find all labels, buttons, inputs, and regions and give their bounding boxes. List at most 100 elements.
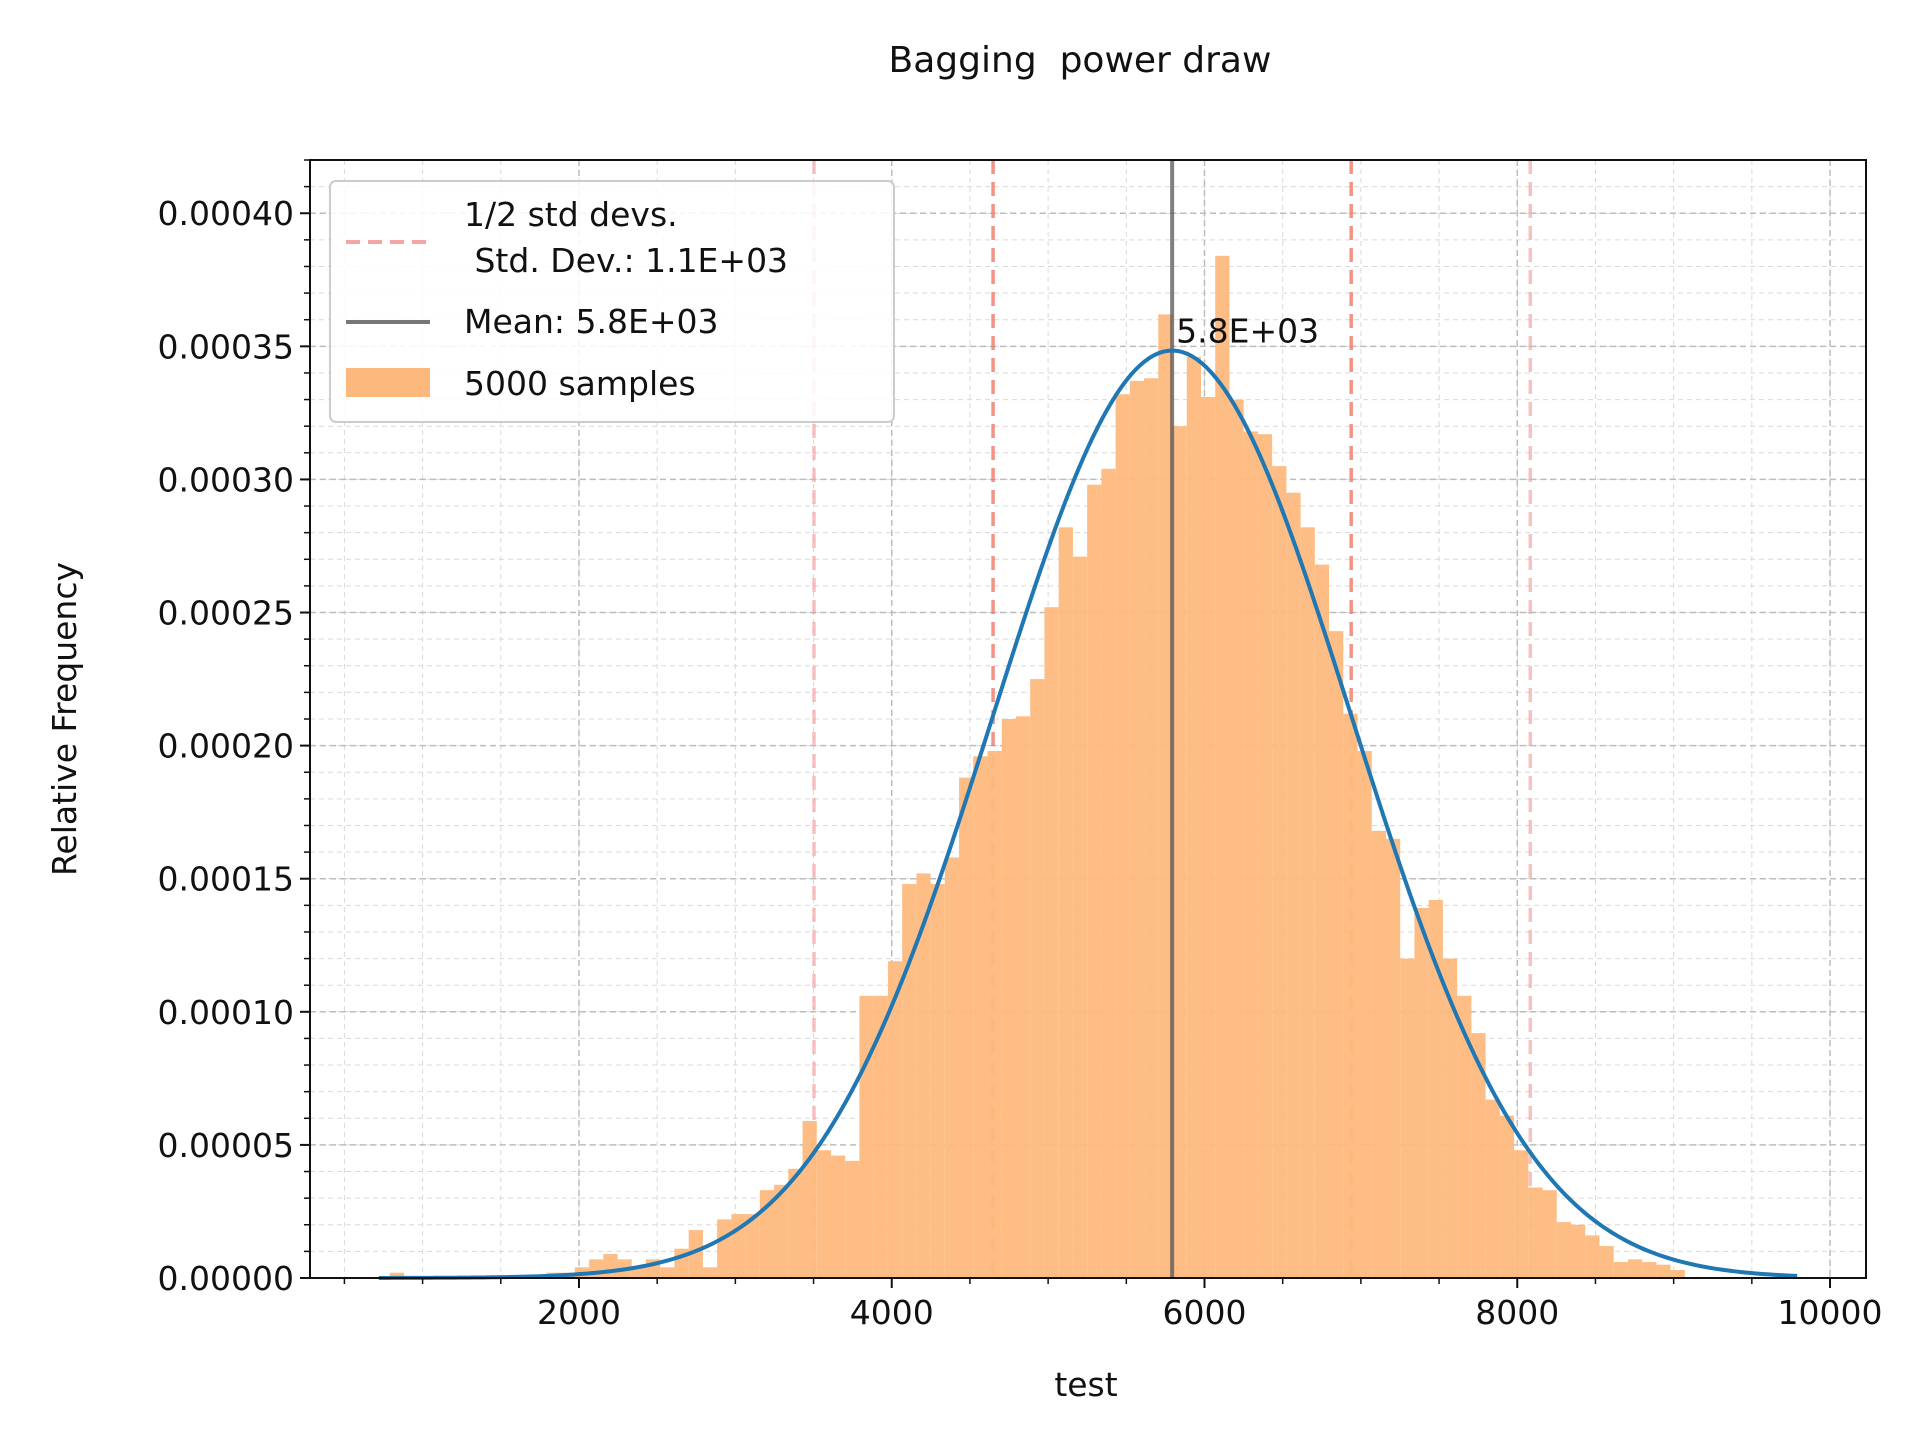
y-tick-label: 0.00005 [158,1126,294,1165]
y-tick-label: 0.00010 [158,993,294,1032]
histogram-bar [1556,1222,1571,1278]
histogram-bar [1428,900,1443,1278]
legend-box [329,180,895,423]
histogram-bar [1528,1187,1543,1278]
histogram-bar [1585,1235,1600,1278]
histogram-bar [788,1168,803,1278]
legend: 1/2 std devs. Std. Dev.: 1.1E+03 Mean: 5… [329,180,895,423]
x-tick-label: 4000 [850,1293,934,1332]
histogram-bar [1485,1099,1500,1278]
histogram-bar [1058,527,1073,1278]
histogram-bar [1030,679,1045,1278]
histogram-bar [702,1267,718,1278]
histogram-bar [1172,426,1187,1278]
histogram-bar [1158,314,1173,1278]
histogram-bar [802,1120,817,1278]
histogram-bar [717,1219,732,1278]
x-tick-label: 10000 [1778,1293,1883,1332]
y-tick-label: 0.00000 [158,1259,294,1298]
histogram-bar [1229,399,1244,1279]
histogram-bar [1200,396,1216,1278]
histogram-bar [859,995,874,1278]
histogram-bar [1115,394,1130,1278]
y-axis-label: Relative Frequency [45,562,84,876]
histogram-bar [1314,564,1330,1278]
y-axis: 0.00000 0.00005 0.00010 0.00015 0.00020 0.000… [158,159,310,1298]
y-tick-label: 0.00035 [158,327,294,366]
legend-mean-label: Mean: 5.8E+03 [464,302,719,341]
histogram-bar [1329,631,1344,1278]
histogram-bars [389,255,1685,1279]
histogram-bar [1015,716,1031,1278]
x-tick-label: 2000 [537,1293,621,1332]
histogram-bar [1186,356,1201,1278]
histogram-bar [1272,466,1287,1279]
histogram-bar [1343,713,1358,1278]
histogram-bar [1642,1262,1657,1278]
legend-samples-swatch [346,368,430,397]
histogram-bar [603,1254,618,1278]
mean-annotation: 5.8E+03 [1176,312,1319,351]
histogram-bar [959,777,974,1278]
histogram-bar [1087,484,1102,1278]
histogram-bar [1670,1270,1685,1278]
histogram-bar [887,961,903,1278]
histogram-bar [973,756,988,1278]
histogram-bar [631,1267,646,1278]
histogram-bar [1044,607,1059,1278]
histogram-bar [1001,719,1016,1278]
histogram-bar [1414,907,1429,1278]
histogram-bar [987,750,1002,1278]
histogram-bar [1144,378,1159,1278]
x-tick-label: 8000 [1475,1293,1559,1332]
histogram-bar [1072,556,1088,1278]
histogram-bar [1257,434,1273,1279]
y-tick-label: 0.00020 [158,727,294,766]
histogram-bar [1471,1033,1486,1278]
histogram-bar [930,884,945,1278]
histogram-bar [1129,380,1145,1278]
histogram-bar [389,1272,405,1278]
x-tick-label: 6000 [1163,1293,1247,1332]
histogram-bar [1371,830,1386,1278]
histogram-bar [1570,1224,1586,1278]
legend-std-dev-label-line2: Std. Dev.: 1.1E+03 [464,241,788,280]
histogram-bar [1385,838,1401,1278]
chart-title: Bagging power draw [889,40,1272,81]
x-axis-label: test [1054,1365,1117,1404]
histogram-bar [845,1160,860,1278]
histogram-bar [1243,431,1258,1278]
legend-std-dev-label-line1: 1/2 std devs. [464,195,678,234]
histogram-bar [1215,255,1230,1279]
histogram-bar [902,884,917,1278]
histogram-bar [1514,1150,1529,1278]
histogram-bar [1286,492,1301,1278]
y-tick-label: 0.00025 [158,594,294,633]
histogram-bar [1300,527,1315,1278]
histogram-bar [1542,1190,1557,1278]
y-tick-label: 0.00040 [158,194,294,233]
histogram-bar [589,1259,604,1278]
histogram-bar [1599,1246,1614,1278]
y-tick-label: 0.00030 [158,460,294,499]
histogram-bar [1442,958,1458,1278]
histogram-bar [1101,468,1116,1278]
histogram-bar [830,1155,846,1278]
histogram-bar [944,857,960,1278]
normal-fit-curve [378,348,1798,1280]
histogram-bar [916,873,931,1278]
histogram-bar [1656,1264,1671,1278]
x-axis: 2000 4000 6000 8000 10000 [343,1278,1883,1332]
histogram-bar [745,1214,760,1278]
histogram-bar [688,1230,703,1278]
histogram-bar [1400,958,1415,1278]
histogram-bar [1357,750,1372,1278]
histogram-bar [1627,1259,1643,1278]
histogram-bar [660,1267,675,1278]
histogram-bar [816,1150,831,1278]
histogram-bar [1499,1115,1515,1278]
histogram-bar [873,995,888,1278]
legend-samples-label: 5000 samples [464,364,696,403]
histogram-bar [1613,1262,1628,1278]
